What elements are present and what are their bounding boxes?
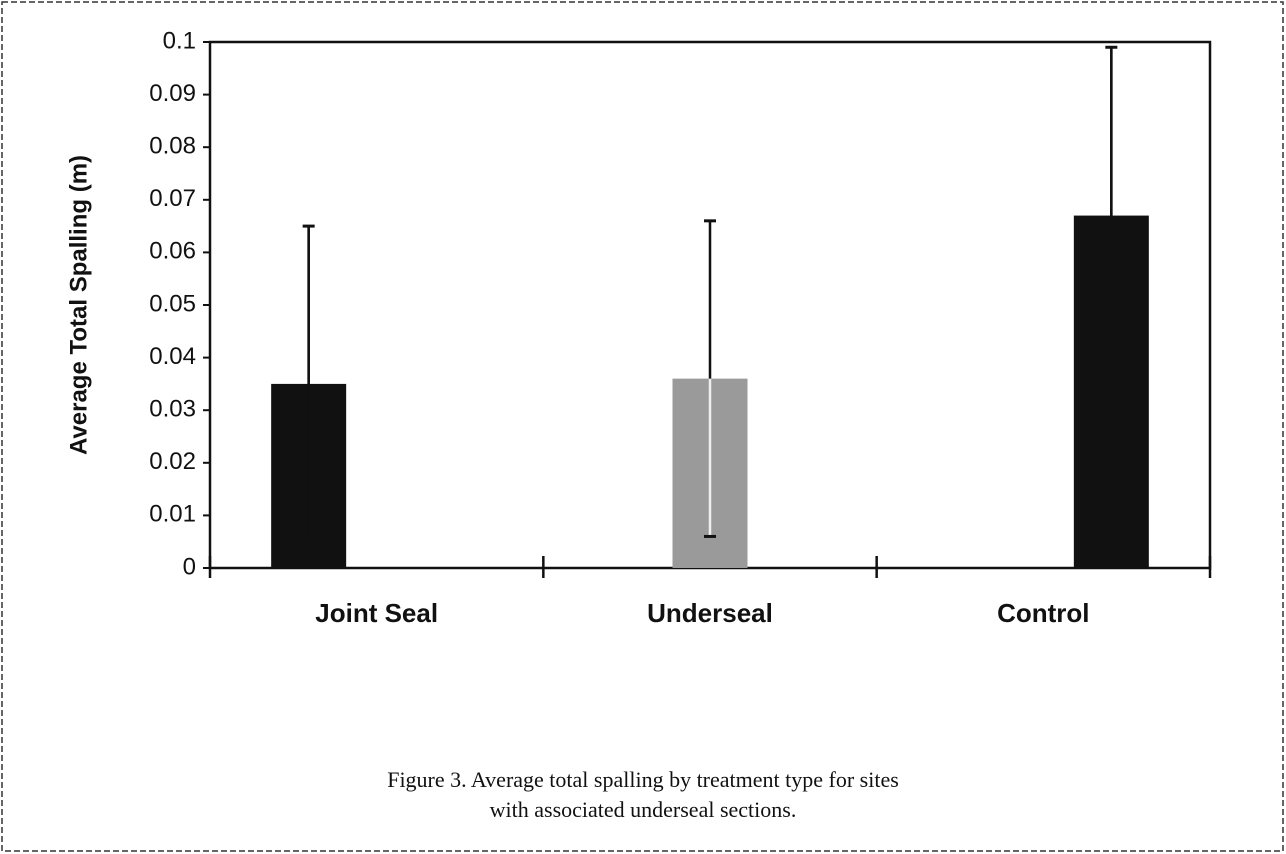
y-tick-label: 0.05 (149, 290, 196, 317)
x-tick-label: Joint Seal (315, 598, 438, 628)
y-tick-label: 0.06 (149, 238, 196, 265)
x-tick-label: Control (997, 598, 1089, 628)
y-tick-label: 0.09 (149, 80, 196, 107)
caption-line: with associated underseal sections. (490, 797, 797, 822)
y-tick-label: 0.08 (149, 133, 196, 160)
y-tick-label: 0.03 (149, 396, 196, 423)
y-tick-label: 0.04 (149, 343, 196, 370)
y-tick-label: 0.01 (149, 501, 196, 528)
y-axis-label: Average Total Spalling (m) (65, 155, 92, 455)
caption-line: Figure 3. Average total spalling by trea… (387, 767, 899, 792)
y-tick-label: 0.1 (163, 27, 196, 54)
y-tick-label: 0 (183, 553, 196, 580)
y-tick-label: 0.07 (149, 185, 196, 212)
y-tick-label: 0.02 (149, 448, 196, 475)
x-tick-label: Underseal (647, 598, 773, 628)
